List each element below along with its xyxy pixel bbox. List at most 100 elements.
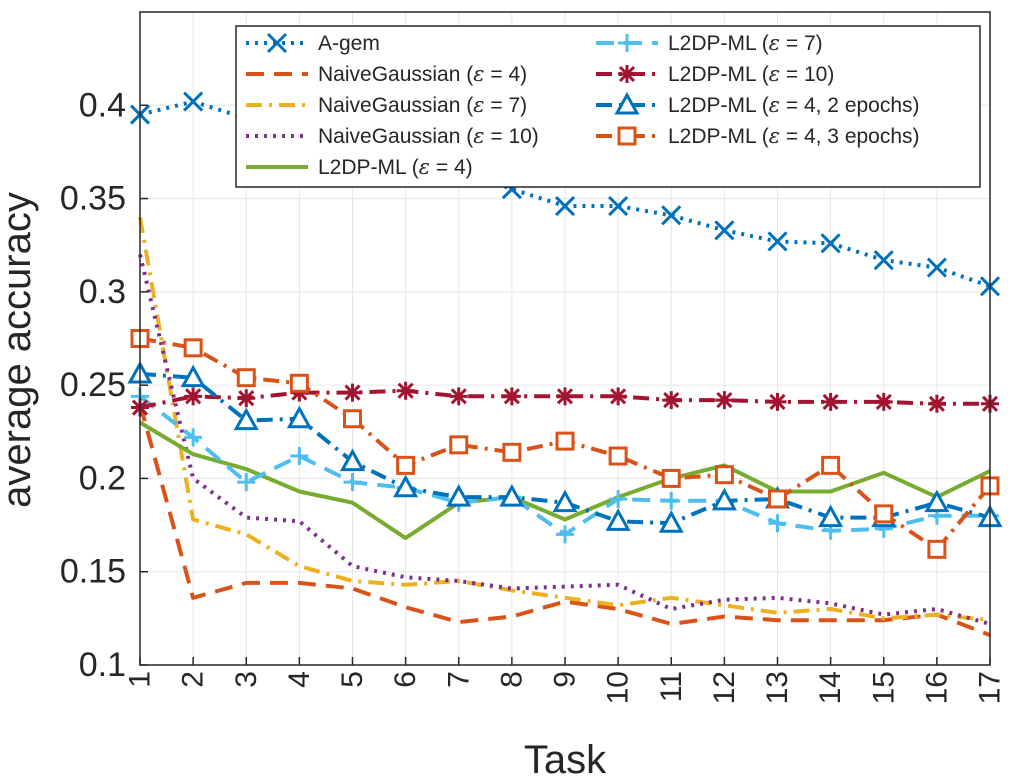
data-point-marker [552,489,578,513]
data-point-marker [714,220,735,241]
data-point-marker [608,446,628,466]
legend-item-5: L2DP-ML (ε = 7) [596,31,823,55]
y-tick-label: 0.1 [79,646,126,684]
data-point-marker [180,364,206,388]
data-point-marker [768,392,787,411]
data-point-marker [237,389,256,408]
data-point-marker [711,487,737,511]
y-axis-label: average accuracy [0,192,39,508]
x-tick-label: 10 [602,671,635,704]
data-point-marker [449,435,469,455]
legend-marker [617,126,637,146]
x-tick-label: 12 [708,671,741,704]
data-point-marker [768,489,787,509]
data-point-marker [184,428,203,447]
legend-label: L2DP-ML (ε = 7) [668,31,823,55]
data-point-marker [499,483,525,507]
data-point-marker [183,338,203,358]
data-point-marker [820,233,841,254]
data-point-marker [184,387,203,406]
data-point-marker [874,392,893,411]
data-point-marker [767,231,788,252]
x-tick-label: 14 [814,671,847,704]
x-tick-label: 7 [442,671,475,688]
legend-item-1: NaiveGaussian (ε = 4) [246,62,527,86]
data-point-marker [715,391,734,410]
data-point-marker [339,448,366,472]
legend-label: NaiveGaussian (ε = 4) [318,62,527,86]
data-point-marker [396,381,415,400]
data-point-marker [343,383,362,402]
y-tick-label: 0.15 [60,553,126,591]
data-point-marker [609,489,628,508]
legend-label: L2DP-ML (ε = 4, 2 epochs) [668,93,920,117]
y-tick-label: 0.4 [79,86,126,124]
data-point-marker [873,250,894,271]
data-point-marker [661,205,682,226]
legend-label: NaiveGaussian (ε = 10) [318,124,539,148]
data-point-marker [609,387,628,406]
data-point-marker [555,431,575,451]
data-point-marker [768,514,787,533]
x-tick-label: 11 [655,671,688,702]
data-point-marker [343,473,362,492]
x-tick-label: 9 [549,671,582,688]
data-point-marker [343,409,362,429]
y-tick-label: 0.2 [79,459,126,497]
x-tick-label: 5 [336,671,369,688]
x-tick-label: 4 [283,671,316,688]
series-line [138,420,991,541]
data-point-marker [818,504,844,528]
legend-marker [266,32,288,54]
x-tick-label: 17 [974,671,1007,704]
legend-label: NaiveGaussian (ε = 7) [318,93,527,117]
data-point-marker [183,91,204,112]
data-point-marker [927,394,946,413]
data-point-marker [556,525,574,544]
legend: A-gem NaiveGaussian (ε = 4) NaiveGaussian … [235,25,981,188]
data-point-marker [286,405,312,429]
x-tick-label: 1 [124,671,157,688]
legend-item-7: L2DP-ML (ε = 4, 2 epochs) [596,91,920,117]
data-point-marker [924,489,950,513]
legend-label: L2DP-ML (ε = 4) [318,155,473,179]
legend-label: A-gem [318,32,380,55]
x-tick-label: 8 [495,671,528,688]
legend-marker [618,65,636,83]
data-point-marker [608,195,629,217]
legend-item-0: A-gem [246,32,380,55]
data-point-marker [449,387,468,406]
data-point-marker [927,539,947,559]
data-point-marker [821,455,841,475]
x-tick-label: 3 [230,671,263,688]
data-point-marker [446,483,472,507]
x-tick-label: 16 [920,671,953,704]
data-point-marker [714,465,734,485]
data-point-marker [661,468,681,488]
y-tick-label: 0.25 [60,366,126,404]
data-point-marker [393,474,419,498]
legend-item-4: L2DP-ML (ε = 4) [246,155,473,179]
data-point-marker [605,508,631,531]
legend-item-2: NaiveGaussian (ε = 7) [246,93,527,117]
series-4 [138,420,991,541]
series-line [139,388,990,410]
data-point-marker [396,455,416,475]
x-tick-label: 15 [867,671,900,704]
legend-marker [618,34,636,52]
data-point-marker [289,373,309,393]
data-point-marker [662,391,681,410]
series-1 [138,403,991,637]
legend-label: L2DP-ML (ε = 4, 3 epochs) [668,124,920,148]
data-point-marker [554,195,576,217]
y-tick-label: 0.35 [60,180,126,218]
data-point-marker [658,510,684,533]
series-line [138,216,991,623]
data-point-marker [502,442,522,462]
legend-item-3: NaiveGaussian (ε = 10) [246,124,539,148]
data-point-marker [556,387,574,406]
data-point-marker [237,473,256,492]
legend-item-6: L2DP-ML (ε = 10) [596,62,834,86]
data-point-marker [874,504,894,524]
